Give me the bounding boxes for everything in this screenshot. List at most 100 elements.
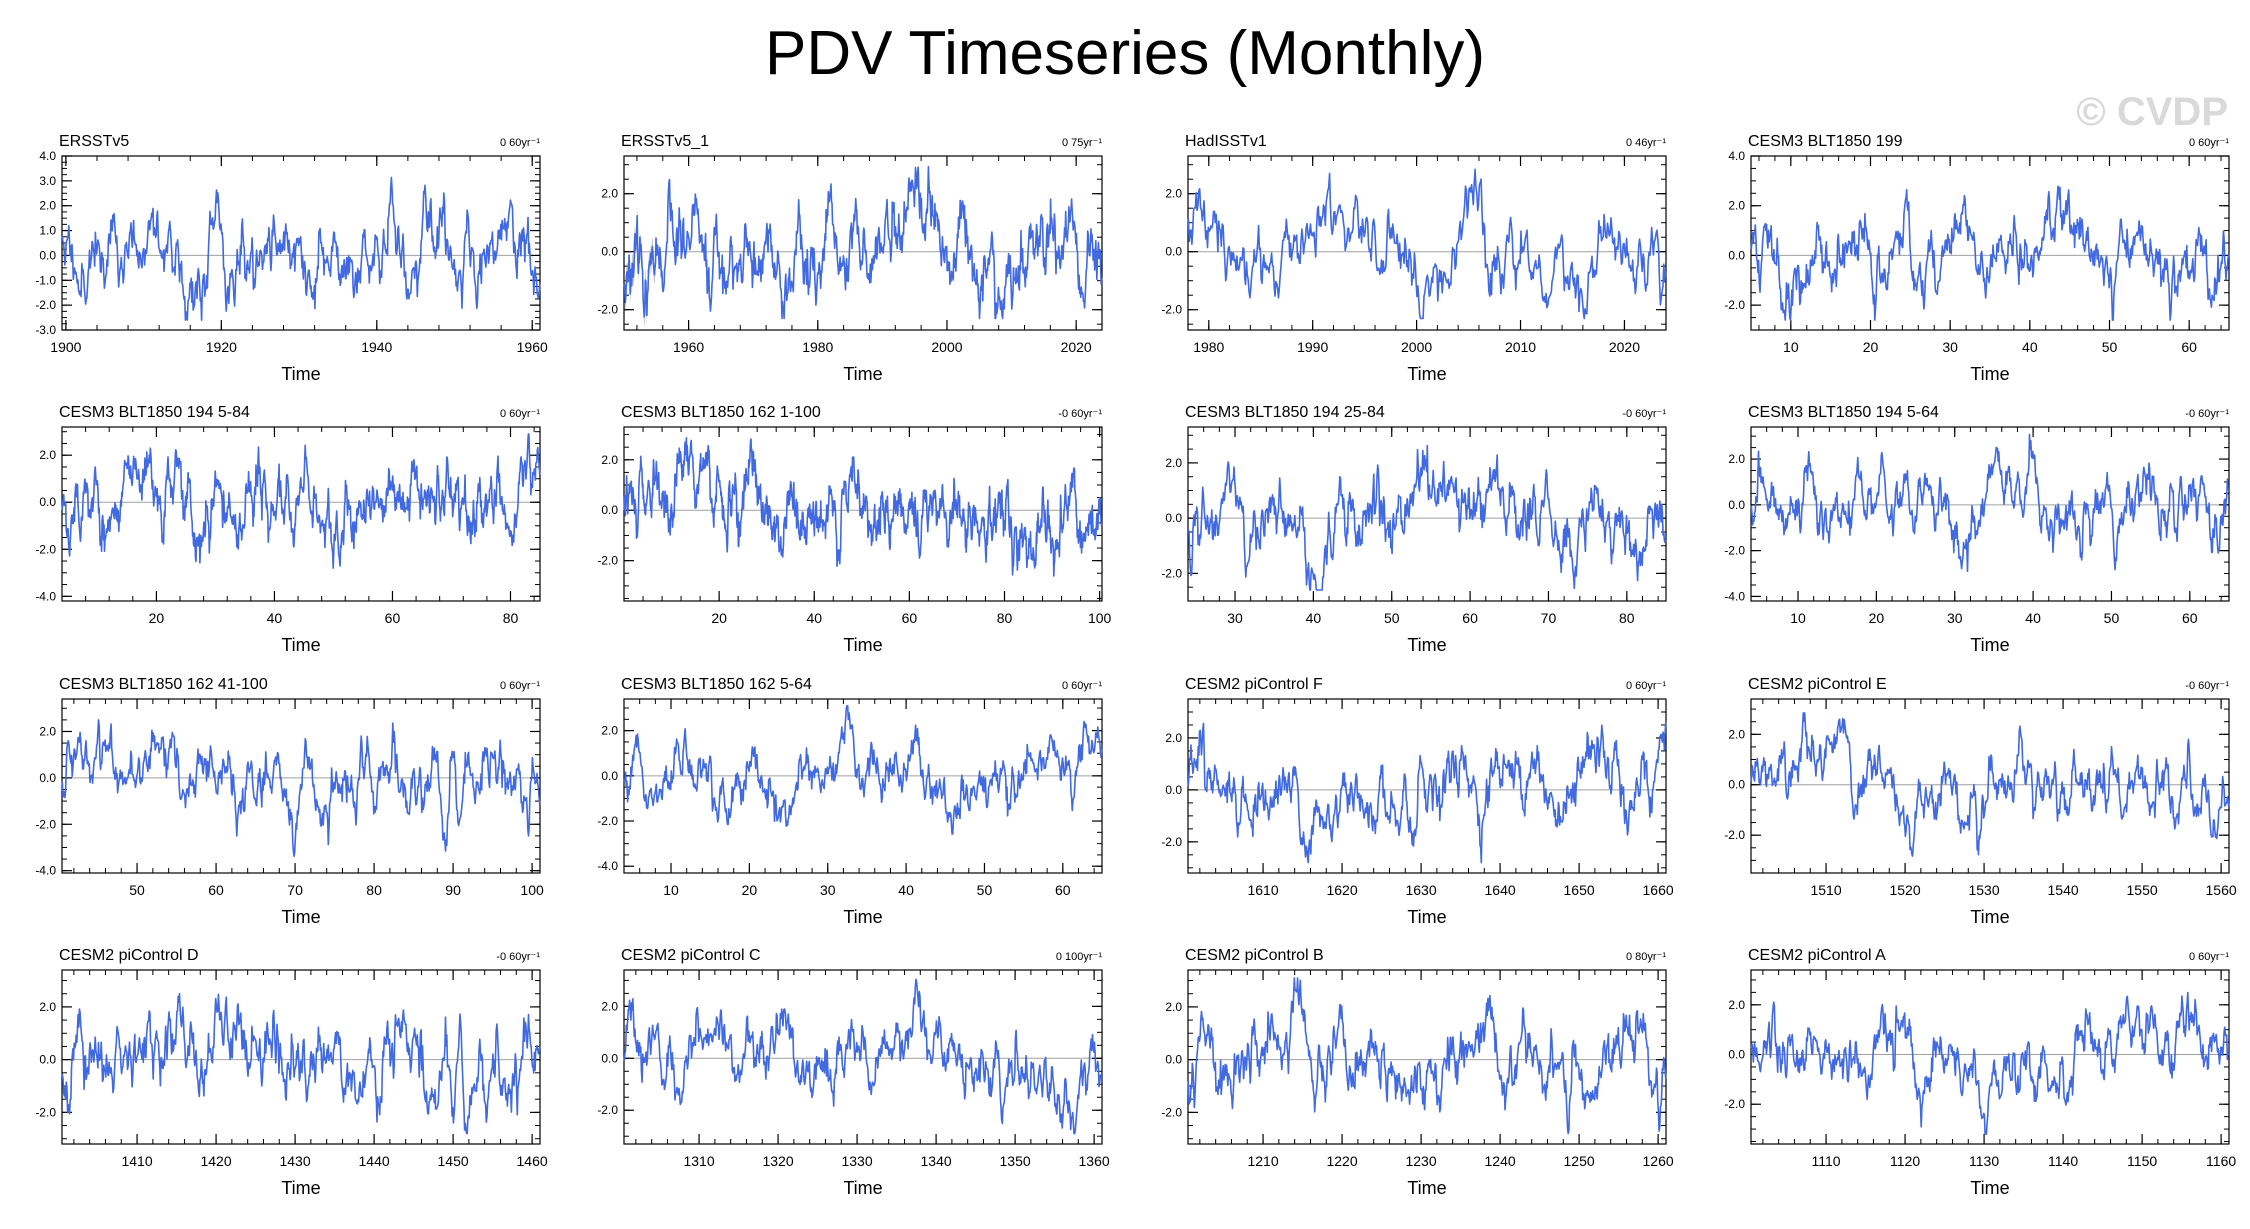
y-tick-label: -2.0 xyxy=(597,814,618,828)
plot-frame xyxy=(1750,969,2230,1145)
x-tick-label: 1250 xyxy=(1564,1153,1595,1169)
panel-title: HadISSTv1 xyxy=(1185,133,1267,150)
x-tick-label: 80 xyxy=(503,610,519,626)
x-tick-label: 1980 xyxy=(802,339,833,355)
panel-title: CESM3 BLT1850 194 5-64 xyxy=(1748,404,1939,421)
panel-title: CESM2 piControl D xyxy=(59,947,199,964)
x-axis-label: Time xyxy=(281,907,320,927)
pdv-series-line xyxy=(61,433,541,569)
pdv-series-line xyxy=(1187,721,1667,864)
y-tick-label: 2.0 xyxy=(1728,452,1745,466)
x-tick-label: 20 xyxy=(149,610,165,626)
y-tick-label: 0.0 xyxy=(601,245,618,259)
x-tick-label: 1460 xyxy=(517,1153,548,1169)
x-tick-label: 40 xyxy=(2022,339,2038,355)
y-tick-label: 2.0 xyxy=(1728,199,1745,213)
panel-9: CESM3 BLT1850 162 41-100 0 60yr⁻¹ -4.0 -2.0… xyxy=(35,676,544,927)
cvdp-watermark: © CVDP xyxy=(2076,90,2228,134)
panel-13: CESM2 piControl D -0 60yr⁻¹ -2.0 0.0 2.0 1410… xyxy=(35,947,548,1198)
x-tick-label: 1340 xyxy=(921,1153,952,1169)
panel-title: CESM2 piControl A xyxy=(1748,947,1886,964)
y-tick-label: 3.0 xyxy=(39,174,56,188)
x-tick-label: 1420 xyxy=(200,1153,231,1169)
trend-label: 0 60yr⁻¹ xyxy=(500,137,540,149)
x-tick-label: 50 xyxy=(2104,610,2120,626)
panel-11: CESM2 piControl F 0 60yr⁻¹ -2.0 0.0 2.0 1610 1… xyxy=(1161,676,1674,927)
y-tick-label: 0.0 xyxy=(1165,1053,1182,1067)
x-tick-label: 1510 xyxy=(1810,882,1841,898)
x-axis-label: Time xyxy=(843,1178,882,1198)
x-axis-label: Time xyxy=(1407,635,1446,655)
x-tick-label: 1900 xyxy=(50,339,81,355)
x-axis-label: Time xyxy=(281,1178,320,1198)
trend-label: -0 60yr⁻¹ xyxy=(1058,408,1102,420)
y-tick-label: -1.0 xyxy=(35,273,56,287)
panel-10: CESM3 BLT1850 162 5-64 0 60yr⁻¹ -4.0 -2.0 0.… xyxy=(597,676,1103,927)
x-tick-label: 1560 xyxy=(2206,882,2237,898)
x-tick-label: 10 xyxy=(1783,339,1799,355)
x-tick-label: 1310 xyxy=(683,1153,714,1169)
x-tick-label: 40 xyxy=(267,610,283,626)
y-tick-label: -2.0 xyxy=(1724,544,1745,558)
x-tick-label: 1330 xyxy=(841,1153,872,1169)
x-tick-label: 1610 xyxy=(1247,882,1278,898)
plot-frame xyxy=(623,969,1103,1145)
y-tick-label: 2.0 xyxy=(1728,727,1745,741)
y-tick-label: 2.0 xyxy=(1728,998,1745,1012)
x-tick-label: 60 xyxy=(1462,610,1478,626)
panel-title: CESM2 piControl E xyxy=(1748,676,1887,693)
pdv-series-line xyxy=(61,176,541,321)
y-tick-label: 2.0 xyxy=(601,187,618,201)
x-tick-label: 100 xyxy=(520,882,544,898)
x-tick-label: 1320 xyxy=(762,1153,793,1169)
y-tick-label: 0.0 xyxy=(1165,245,1182,259)
x-tick-label: 1240 xyxy=(1485,1153,1516,1169)
panel-16: CESM2 piControl A 0 60yr⁻¹ -2.0 0.0 2.0 1110 1… xyxy=(1724,947,2236,1198)
x-tick-label: 60 xyxy=(902,610,918,626)
plot-frame xyxy=(1187,969,1667,1145)
trend-label: 0 100yr⁻¹ xyxy=(1056,951,1102,963)
x-tick-label: 70 xyxy=(287,882,303,898)
x-tick-label: 30 xyxy=(1942,339,1958,355)
y-tick-label: -2.0 xyxy=(1161,303,1182,317)
y-tick-label: 2.0 xyxy=(1165,456,1182,470)
trend-label: 0 80yr⁻¹ xyxy=(1626,951,1666,963)
y-tick-label: -2.0 xyxy=(597,1103,618,1117)
panel-title: CESM2 piControl F xyxy=(1185,676,1323,693)
x-tick-label: 1350 xyxy=(1000,1153,1031,1169)
y-tick-label: 0.0 xyxy=(1165,511,1182,525)
x-tick-label: 60 xyxy=(2182,610,2198,626)
plot-frame xyxy=(1750,426,2230,602)
x-tick-label: 40 xyxy=(806,610,822,626)
pdv-series-line xyxy=(623,978,1103,1135)
y-tick-label: -2.0 xyxy=(1161,835,1182,849)
x-tick-label: 70 xyxy=(1541,610,1557,626)
y-tick-label: 4.0 xyxy=(39,149,56,163)
x-tick-label: 1160 xyxy=(2206,1153,2236,1169)
x-tick-label: 50 xyxy=(129,882,145,898)
x-tick-label: 1640 xyxy=(1485,882,1516,898)
y-tick-label: -2.0 xyxy=(1161,1105,1182,1119)
y-tick-label: 0.0 xyxy=(1728,248,1745,262)
x-tick-label: 20 xyxy=(1869,610,1885,626)
y-tick-label: 2.0 xyxy=(1165,1000,1182,1014)
panel-title: ERSSTv5 xyxy=(59,133,129,150)
x-tick-label: 1110 xyxy=(1812,1153,1841,1169)
y-tick-label: 0.0 xyxy=(1165,783,1182,797)
x-tick-label: 2020 xyxy=(1609,339,1640,355)
y-tick-label: -2.0 xyxy=(35,1105,56,1119)
figure-title: PDV Timeseries (Monthly) xyxy=(764,19,1486,88)
x-tick-label: 100 xyxy=(1088,610,1112,626)
y-tick-label: -4.0 xyxy=(597,859,618,873)
x-axis-label: Time xyxy=(1970,635,2009,655)
y-tick-label: -2.0 xyxy=(1724,828,1745,842)
x-tick-label: 60 xyxy=(385,610,401,626)
y-tick-label: -2.0 xyxy=(597,554,618,568)
y-tick-label: 0.0 xyxy=(1728,498,1745,512)
x-axis-label: Time xyxy=(1407,1178,1446,1198)
x-tick-label: 1650 xyxy=(1564,882,1595,898)
trend-label: 0 60yr⁻¹ xyxy=(500,408,540,420)
x-tick-label: 1410 xyxy=(121,1153,152,1169)
trend-label: 0 60yr⁻¹ xyxy=(1626,680,1666,692)
